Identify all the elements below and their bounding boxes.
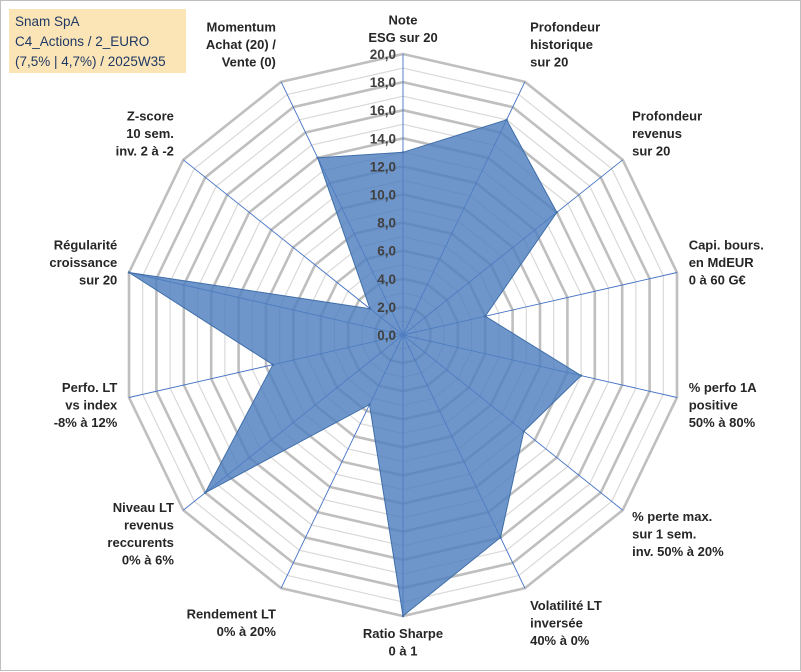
series-point-5 <box>522 430 525 433</box>
axis-label-2: Profondeur revenus sur 20 <box>632 109 702 159</box>
axis-label-12: Z-score 10 sem. inv. 2 à -2 <box>116 109 174 159</box>
title-line-params: (7,5% | 4,7%) / 2025W35 <box>15 54 166 69</box>
axis-label-3: Capi. bours. en MdEUR 0 à 60 G€ <box>689 237 764 287</box>
tick-label-8: 16,0 <box>370 103 396 118</box>
series-point-10 <box>271 363 275 366</box>
tick-label-2: 4,0 <box>377 272 396 287</box>
axis-spoke-12 <box>183 159 404 336</box>
series-point-3 <box>484 315 487 318</box>
series-point-6 <box>499 536 502 539</box>
tick-label-9: 18,0 <box>370 75 396 90</box>
series-point-8 <box>368 403 371 406</box>
tick-label-10: 20,0 <box>370 47 396 62</box>
axis-label-7: Ratio Sharpe 0 à 1 <box>363 626 443 659</box>
radar-axis-labels: Note ESG sur 20 Profondeur historique sur 20… <box>49 13 763 659</box>
tick-label-0: 0,0 <box>377 328 396 343</box>
tick-label-4: 8,0 <box>377 216 396 231</box>
series-point-7 <box>401 614 405 618</box>
series-point-13 <box>316 156 319 159</box>
series-point-1 <box>505 118 508 122</box>
radar-tick-labels: 0,0 2,0 4,0 6,0 8,0 10,0 12,0 14,0 16,0 18,0 20,0 <box>370 47 396 343</box>
series-point-12 <box>368 307 372 310</box>
series-point-11 <box>127 271 131 274</box>
axis-label-1: Profondeur historique sur 20 <box>530 20 600 70</box>
chart-title-box: Snam SpA C4_Actions / 2_EURO (7,5% | 4,7… <box>9 9 186 73</box>
tick-label-7: 14,0 <box>370 131 396 146</box>
tick-label-5: 10,0 <box>370 188 396 203</box>
axis-label-8: Rendement LT 0% à 20% <box>187 607 277 640</box>
axis-label-6: Volatilité LT inversée 40% à 0% <box>530 598 602 648</box>
title-line-company: Snam SpA <box>15 14 80 29</box>
axis-label-13: Momentum Achat (20) / Vente (0) <box>206 20 276 70</box>
axis-label-5: % perte max. sur 1 sem. inv. 50% à 20% <box>632 509 724 559</box>
tick-label-3: 6,0 <box>377 244 396 259</box>
series-point-0 <box>401 151 405 154</box>
tick-label-6: 12,0 <box>370 159 396 174</box>
tick-label-1: 2,0 <box>377 300 396 315</box>
axis-label-11: Régularité croissance sur 20 <box>49 237 117 287</box>
series-point-4 <box>579 374 583 377</box>
axis-label-4: % perfo 1A positive 50% à 80% <box>689 380 758 430</box>
axis-label-10: Perfo. LT vs index -8% à 12% <box>54 380 118 430</box>
series-point-2 <box>555 211 558 214</box>
radar-series <box>127 118 583 618</box>
title-line-category: C4_Actions / 2_EURO <box>15 34 150 49</box>
axis-label-0: Note ESG sur 20 <box>368 13 437 46</box>
series-point-9 <box>204 491 207 494</box>
axis-label-9: Niveau LT revenus reccurents 0% à 6% <box>107 500 174 567</box>
